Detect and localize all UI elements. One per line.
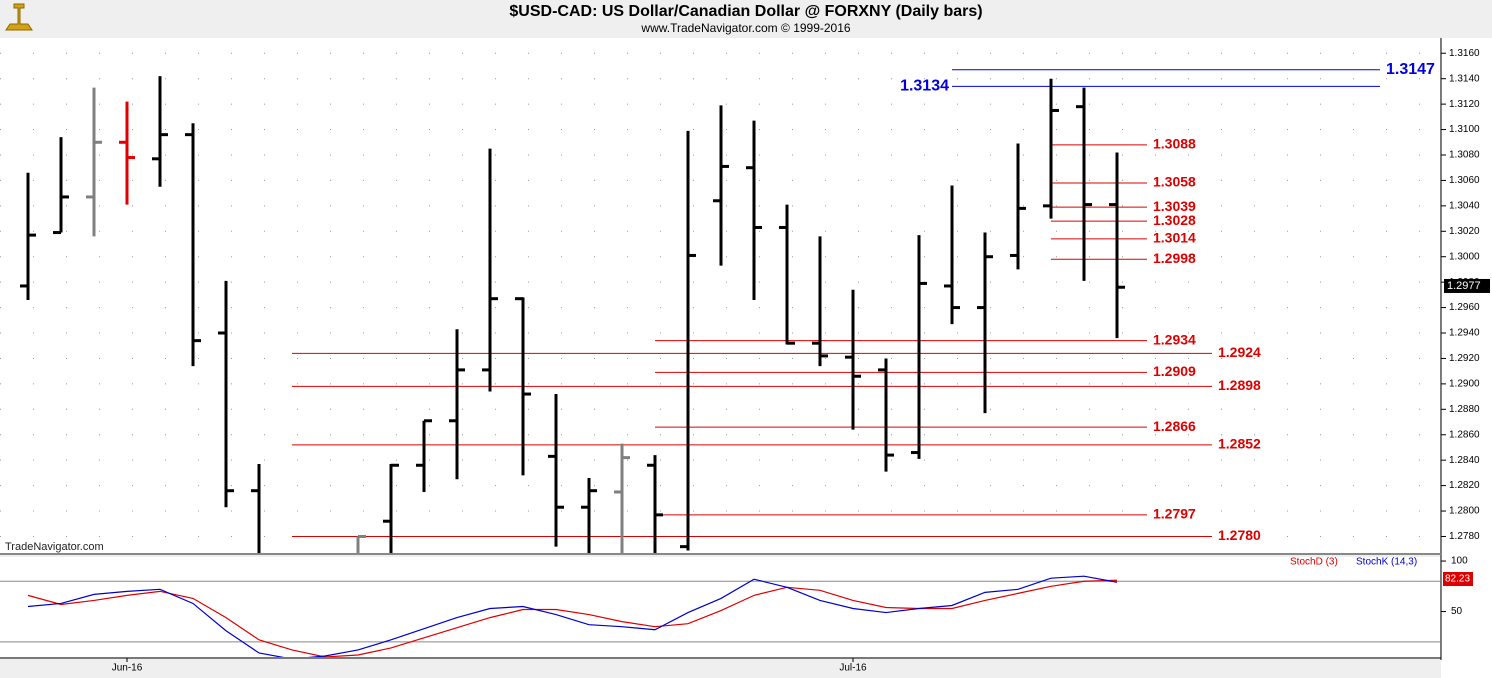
y-tick-label: 1.3020	[1449, 226, 1480, 237]
legend-entry: StochK (14,3)	[1356, 557, 1417, 568]
y2-tick-label: 50	[1451, 606, 1463, 617]
level-label: 1.2909	[1153, 363, 1196, 379]
level-label: 1.2934	[1153, 331, 1196, 347]
indicator-line	[27, 575, 1118, 657]
chart-subtitle: www.TradeNavigator.com © 1999-2016	[640, 21, 850, 35]
y-tick-label: 1.3100	[1449, 124, 1480, 135]
level-label: 1.3039	[1153, 198, 1196, 214]
last-price-box	[1444, 278, 1490, 293]
y-tick-label: 1.2820	[1449, 480, 1480, 491]
axis-area	[1441, 38, 1492, 678]
y-tick-label: 1.3120	[1449, 99, 1480, 110]
y-tick-label: 1.3140	[1449, 73, 1480, 84]
y-tick-label: 1.2960	[1449, 302, 1480, 313]
level-label: 1.2797	[1153, 506, 1196, 522]
logo	[5, 3, 33, 31]
y-tick-label: 1.2780	[1449, 531, 1480, 542]
x-tick-label: Jun-16	[112, 663, 143, 674]
y-tick-label: 1.2840	[1449, 455, 1480, 466]
y-tick-label: 1.3160	[1449, 48, 1480, 59]
y-tick-label: 1.2900	[1449, 379, 1480, 390]
y-tick-label: 1.2860	[1449, 429, 1480, 440]
last-price-label: 1.2977	[1447, 280, 1481, 292]
level-label: 1.3058	[1153, 174, 1196, 190]
level-label: 1.3088	[1153, 136, 1196, 152]
level-label: 1.2866	[1153, 418, 1196, 434]
y-tick-label: 1.3060	[1449, 175, 1480, 186]
y-tick-label: 1.2880	[1449, 404, 1480, 415]
level-label: 1.3134	[900, 78, 949, 95]
watermark: TradeNavigator.com	[5, 541, 104, 553]
last-value-box	[1443, 571, 1473, 586]
indicator-line	[27, 579, 1118, 657]
x-tick-label: Jul-16	[839, 663, 867, 674]
level-label: 1.2898	[1218, 377, 1261, 393]
level-label: 1.2998	[1153, 250, 1196, 266]
y-tick-label: 1.3000	[1449, 251, 1480, 262]
level-label: 1.3028	[1153, 212, 1196, 228]
indicator-plot	[0, 575, 1440, 657]
y-tick-label: 1.3040	[1449, 200, 1480, 211]
level-label: 1.2780	[1218, 527, 1261, 543]
level-label: 1.2852	[1218, 436, 1261, 452]
y-tick-label: 1.2800	[1449, 506, 1480, 517]
y2-tick-label: 100	[1451, 556, 1468, 567]
y-tick-label: 1.2940	[1449, 328, 1480, 339]
last-value-label: 82.23	[1445, 574, 1470, 585]
level-label: 1.2924	[1218, 344, 1261, 360]
price-plot	[0, 52, 1440, 553]
chart-title: $USD-CAD: US Dollar/Canadian Dollar @ FO…	[509, 3, 982, 20]
legend-entry: StochD (3)	[1290, 557, 1338, 568]
y-tick-label: 1.2920	[1449, 353, 1480, 364]
level-label: 1.3147	[1386, 61, 1435, 78]
y-tick-label: 1.3080	[1449, 150, 1480, 161]
level-label: 1.3014	[1153, 230, 1196, 246]
